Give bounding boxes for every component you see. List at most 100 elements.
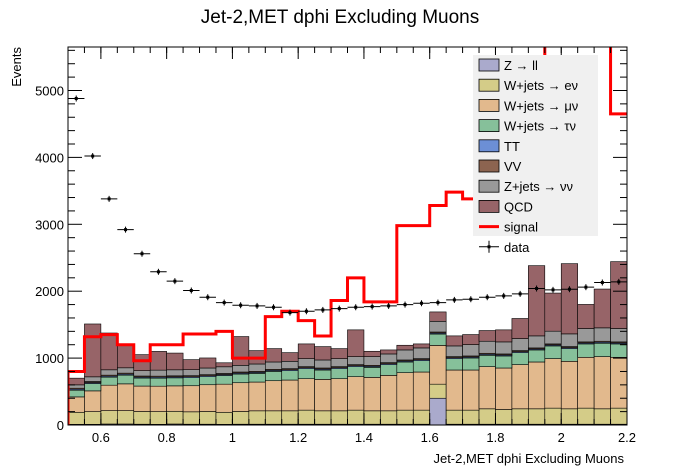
bar-qcd-5 [149,351,167,371]
bar-wmunu-2 [100,384,118,411]
bar-znunu-30 [560,333,578,347]
data-points [68,95,627,316]
data-point-9 [222,301,226,305]
bar-wtaunu-26 [495,355,513,369]
legend-swatch-qcd [478,199,500,213]
data-point-27 [518,292,522,296]
bar-wenu-21 [412,409,431,425]
data-point-32 [600,280,604,284]
bar-znunu-18 [363,356,381,366]
bar-wmunu-31 [577,356,595,409]
legend-label-signal: signal [504,220,538,235]
bar-wmunu-3 [117,383,135,411]
bar-wtaunu-16 [330,368,348,380]
legend-swatch-wenu [478,78,500,92]
data-point-2 [107,197,111,201]
bar-wenu-23 [445,409,463,425]
bar-wenu-26 [495,409,513,425]
y-tick-label-3: 3000 [35,217,64,232]
bar-qcd-14 [297,343,315,359]
bar-wtaunu-4 [133,377,151,387]
bar-wmunu-1 [84,390,102,412]
x-tick-label-7: 2 [558,430,565,445]
x-tick-label-1: 0.8 [158,430,176,445]
bar-wtaunu-12 [264,371,283,382]
bar-wenu-25 [478,408,496,425]
x-tick-label-0: 0.6 [92,430,110,445]
bar-wtaunu-24 [462,357,480,371]
bar-wtaunu-11 [248,373,266,383]
x-tick-label-3: 1.2 [289,430,307,445]
bar-wmunu-4 [133,385,151,412]
data-point-23 [452,298,456,302]
bar-wtaunu-2 [100,376,118,386]
bar-wenu-24 [462,409,480,425]
data-point-31 [584,285,588,289]
legend-swatch-zll [478,58,500,72]
bar-wmunu-18 [363,377,381,412]
bar-wenu-12 [264,410,283,425]
bar-qcd-19 [380,349,398,355]
bar-wtaunu-17 [347,366,365,377]
x-tick-label-6: 1.8 [486,430,504,445]
data-point-28 [535,287,539,291]
bar-wmunu-29 [544,358,562,409]
bar-wmunu-15 [314,379,332,412]
bar-wenu-7 [182,411,200,425]
bar-wtaunu-0 [68,389,85,398]
bar-wtaunu-23 [445,358,463,371]
bar-wtaunu-28 [528,349,546,363]
bar-wenu-1 [84,411,102,425]
bar-qcd-2 [100,332,118,371]
bar-wenu-33 [610,407,627,425]
data-point-12 [272,305,276,309]
data-point-6 [173,279,177,283]
bar-znunu-21 [412,347,431,359]
bar-wtaunu-1 [84,383,102,392]
bar-wmunu-10 [232,382,250,412]
legend-label-vv: VV [504,159,522,174]
bar-wenu-22 [429,383,447,399]
legend-swatch-znunu [478,179,500,193]
data-point-30 [567,287,571,291]
data-point-0 [74,97,78,101]
data-point-17 [354,305,358,309]
bar-wmunu-11 [248,381,266,412]
bar-wenu-15 [314,410,332,425]
bar-znunu-9 [215,366,233,374]
bar-qcd-28 [528,265,546,337]
bar-wmunu-17 [347,376,365,411]
bar-znunu-32 [593,327,611,342]
bar-wenu-16 [330,410,348,425]
bar-wmunu-14 [297,378,315,411]
bar-wenu-9 [215,411,233,425]
data-point-15 [321,308,325,312]
bar-wenu-28 [528,408,546,425]
bar-wenu-10 [232,411,250,425]
bar-znunu-8 [199,367,217,375]
x-tick-label-4: 1.4 [355,430,373,445]
bar-znunu-2 [100,369,118,376]
bar-wmunu-23 [445,369,463,411]
bar-znunu-12 [264,361,283,370]
y-tick-label-5: 5000 [35,83,64,98]
bar-znunu-29 [544,330,562,345]
bar-qcd-30 [560,263,578,335]
bar-qcd-32 [593,288,611,329]
bar-wmunu-6 [166,385,184,412]
bar-qcd-15 [314,346,332,361]
legend-label-zll: Z → ll [504,58,538,73]
bar-wtaunu-7 [182,377,200,387]
bar-wtaunu-5 [149,377,167,387]
legend-swatch-wmunu [478,99,500,112]
data-point-24 [469,297,473,301]
bar-qcd-24 [462,334,480,345]
x-tick-label-2: 1 [229,430,236,445]
bar-wenu-32 [593,408,611,425]
bar-wenu-18 [363,410,381,425]
legend-label-tt: TT [504,139,520,154]
bar-wenu-29 [544,407,562,425]
legend-swatch-tt [478,139,500,153]
bar-wmunu-21 [412,371,431,411]
